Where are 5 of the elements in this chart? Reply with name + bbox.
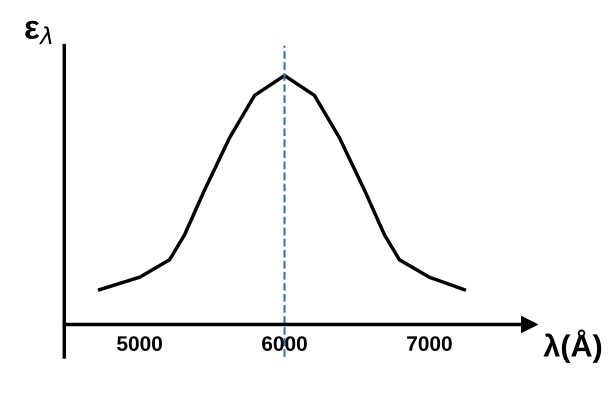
x-tick-label: 6000	[262, 336, 307, 351]
x-axis-title: λ(Å)	[543, 330, 602, 363]
x-tick-label: 7000	[407, 336, 452, 351]
y-axis-title: ε$_{λ}$	[25, 20, 52, 44]
x-tick-label: 5000	[117, 336, 162, 351]
